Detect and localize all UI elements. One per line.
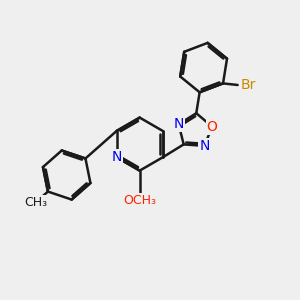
Text: CH₃: CH₃ (24, 196, 47, 209)
Text: N: N (112, 150, 122, 164)
Text: N: N (199, 139, 210, 153)
Text: O: O (207, 120, 218, 134)
Text: N: N (173, 117, 184, 131)
Text: OCH₃: OCH₃ (123, 194, 156, 207)
Text: Br: Br (240, 78, 256, 92)
